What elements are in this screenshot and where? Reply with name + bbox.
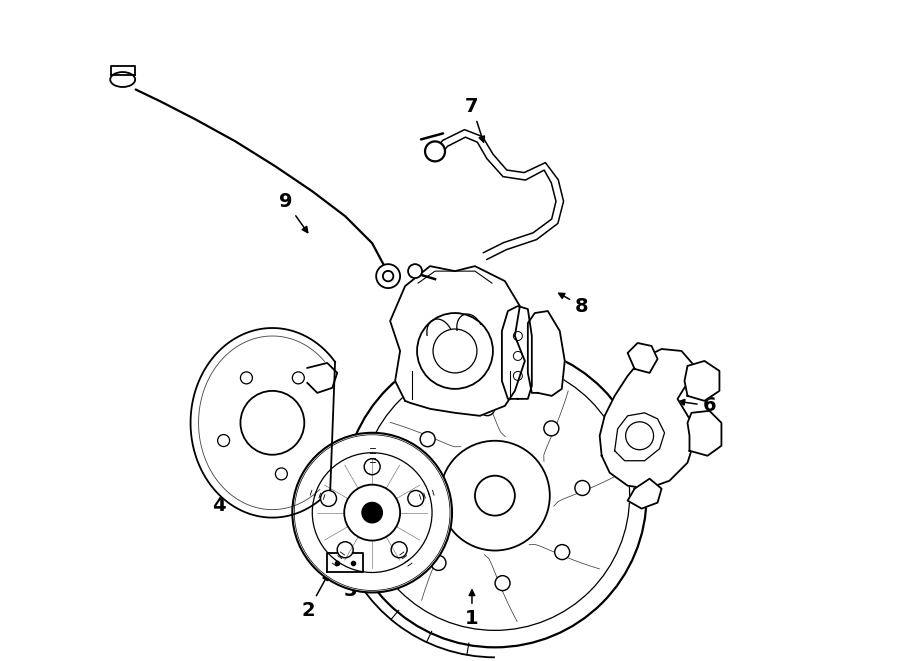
Circle shape (338, 542, 353, 558)
Polygon shape (599, 349, 695, 488)
Circle shape (378, 266, 398, 286)
Text: 5: 5 (433, 319, 458, 367)
Circle shape (408, 264, 422, 278)
Circle shape (320, 490, 337, 506)
Circle shape (362, 502, 382, 523)
Text: 2: 2 (302, 574, 328, 620)
Text: 7: 7 (465, 97, 484, 142)
Circle shape (376, 264, 400, 288)
Circle shape (364, 459, 380, 475)
Polygon shape (390, 266, 525, 416)
Circle shape (400, 496, 415, 511)
Text: 1: 1 (465, 590, 479, 628)
Circle shape (408, 490, 424, 506)
Circle shape (431, 555, 446, 570)
Circle shape (425, 141, 445, 161)
Polygon shape (627, 479, 662, 508)
Text: 6: 6 (679, 397, 716, 415)
Circle shape (495, 576, 510, 591)
Text: 3: 3 (344, 555, 368, 600)
Text: 9: 9 (279, 192, 308, 233)
Circle shape (554, 545, 570, 560)
Polygon shape (191, 328, 335, 518)
Polygon shape (688, 411, 722, 455)
Circle shape (343, 344, 646, 647)
Polygon shape (627, 343, 658, 373)
Polygon shape (502, 306, 532, 399)
Circle shape (544, 421, 559, 436)
Circle shape (420, 432, 435, 447)
Polygon shape (307, 363, 338, 393)
Text: 8: 8 (559, 293, 589, 315)
Circle shape (392, 542, 407, 558)
Text: 4: 4 (212, 459, 248, 515)
Circle shape (575, 481, 590, 496)
Circle shape (480, 401, 495, 416)
Circle shape (292, 433, 452, 592)
Polygon shape (685, 361, 719, 401)
Ellipse shape (110, 72, 135, 87)
Polygon shape (527, 311, 565, 396)
